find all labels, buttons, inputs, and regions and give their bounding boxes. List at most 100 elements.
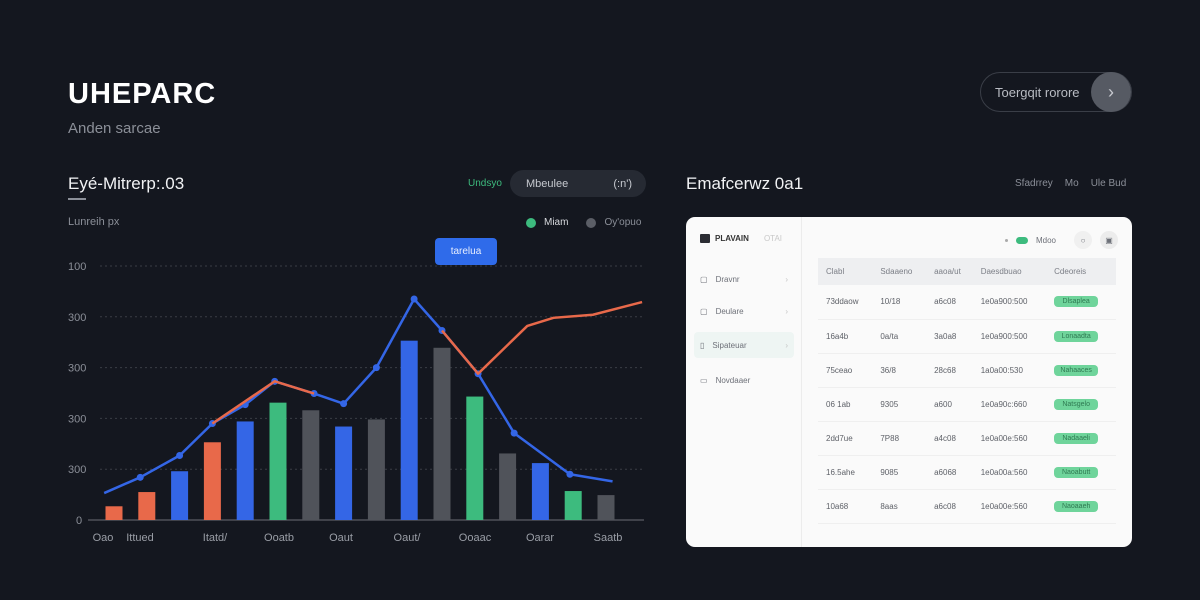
x-tick-label: Oaut xyxy=(329,532,353,544)
chart-legend: Miam Oy'opuo xyxy=(526,217,641,228)
table-cell: 28c68 xyxy=(926,353,973,388)
column-header[interactable]: Sdaaeno xyxy=(872,258,927,285)
bar[interactable] xyxy=(302,410,320,520)
bar[interactable] xyxy=(105,506,123,520)
link-summary[interactable]: Sfadrrey xyxy=(1015,178,1053,189)
line-point[interactable] xyxy=(340,400,348,408)
x-tick-label: Ittued xyxy=(126,532,154,544)
bar[interactable] xyxy=(203,442,221,520)
line-point[interactable] xyxy=(372,364,380,372)
status-badge: Dlsaplea xyxy=(1054,296,1099,308)
x-tick-label: Saatb xyxy=(594,532,623,544)
column-header[interactable]: Clabl xyxy=(818,258,873,285)
toggle-switch[interactable] xyxy=(1015,236,1028,244)
line-point[interactable] xyxy=(510,429,518,437)
app-tag: OTAI xyxy=(763,234,783,243)
brand-logo: UHEPARC xyxy=(68,78,217,110)
chevron-right-icon: › xyxy=(1091,72,1131,112)
cta-button[interactable]: Toergqit rorore › xyxy=(980,72,1132,112)
table-cell: a4c08 xyxy=(926,421,973,456)
sidebar-item[interactable]: ▢ Dravnr › xyxy=(694,266,794,292)
status-cell: Dlsaplea xyxy=(1046,285,1116,320)
table-cell: a6068 xyxy=(926,455,973,490)
table-row[interactable]: 16.5ahe 9085 a6068 1e0a00a:560 Naoabutt xyxy=(818,455,1116,490)
table-cell: 1e0a90c:660 xyxy=(972,387,1047,422)
x-tick-label: Oarar xyxy=(526,532,554,544)
status-cell: Naoaaeh xyxy=(1046,489,1116,524)
bar[interactable] xyxy=(236,421,254,520)
dropdown-suffix: (:n') xyxy=(613,177,632,190)
chevron-right-icon: › xyxy=(785,274,788,284)
combo-chart: 0 300 300 300 300 100 Oao Ittued Itatd/Ooatb Oaut… xyxy=(68,261,644,544)
filter-label: Undsyo xyxy=(468,178,502,189)
section-links: Sfadrrey Mo Ule Bud xyxy=(1015,178,1126,189)
bar[interactable] xyxy=(499,453,517,520)
column-header[interactable]: Daesdbuao xyxy=(972,258,1047,285)
card-toolbar: Mdoo ○ ▣ xyxy=(1004,231,1118,249)
chart-title: Eyé-Mitrerp:.03 xyxy=(68,174,185,193)
bar[interactable] xyxy=(335,426,353,520)
table-row[interactable]: 73ddaow 10/18 a6c08 1e0a900:500 Dlsaplea xyxy=(818,285,1116,320)
table-row[interactable]: 75ceao 36/8 28c68 1a0a00:530 Nahaaces xyxy=(818,353,1116,388)
bar[interactable] xyxy=(269,402,287,520)
y-tick-label: 300 xyxy=(68,312,86,324)
status-cell: Nahaaces xyxy=(1046,353,1116,388)
table-cell: 73ddaow xyxy=(818,285,873,320)
title-underline xyxy=(68,198,86,200)
calendar-icon[interactable]: ▣ xyxy=(1100,231,1118,249)
table-cell: 2dd7ue xyxy=(818,421,873,456)
bar[interactable] xyxy=(564,491,582,520)
table-row[interactable]: 06 1ab 9305 a600 1e0a90c:660 Natsgelo xyxy=(818,387,1116,422)
table-row[interactable]: 2dd7ue 7P88 a4c08 1e0a00e:560 Nadaaeli xyxy=(818,421,1116,456)
series-line xyxy=(211,380,315,425)
table-cell: 1e0a00e:560 xyxy=(972,489,1047,524)
bar[interactable] xyxy=(367,419,385,520)
bar[interactable] xyxy=(466,396,484,520)
line-point[interactable] xyxy=(176,451,184,459)
chart-tooltip-button[interactable]: tarelua xyxy=(435,238,497,265)
legend-dot-gray xyxy=(586,217,597,228)
link-mo[interactable]: Mo xyxy=(1064,178,1079,189)
line-point[interactable] xyxy=(136,473,144,481)
table-row[interactable]: 16a4b 0a/ta 3a0a8 1e0a900:500 Lonaadta xyxy=(818,319,1116,354)
bar[interactable] xyxy=(400,340,418,520)
dropdown-value: Mbeulee xyxy=(526,177,569,190)
cta-label: Toergqit rorore xyxy=(995,84,1080,100)
y-tick-label: 100 xyxy=(68,261,86,273)
table-header-row: Clabl Sdaaeno aaoa/ut Daesdbuao Cdeoreis xyxy=(818,258,1116,285)
bar[interactable] xyxy=(531,463,549,520)
series-line xyxy=(441,300,643,375)
bar[interactable] xyxy=(433,347,451,520)
item-icon: ▭ xyxy=(700,375,708,385)
link-view[interactable]: Ule Bud xyxy=(1090,178,1127,189)
status-cell: Nadaaeli xyxy=(1046,421,1116,456)
table-section-title: Emafcerwz 0a1 xyxy=(686,174,804,193)
sidebar-item[interactable]: ▭ Novdaaer xyxy=(694,367,794,393)
data-table: Clabl Sdaaeno aaoa/ut Daesdbuao Cdeoreis 73d… xyxy=(818,258,1116,524)
line-point[interactable] xyxy=(410,295,418,303)
card-sidebar: PLAVAIN OTAI ▢ Dravnr › ▢ Deulare › ▯ Sipateu… xyxy=(686,217,802,547)
sidebar-item-label: Deulare xyxy=(715,306,744,316)
column-header[interactable]: Cdeoreis xyxy=(1046,258,1116,285)
x-tick-label: Itatd/ xyxy=(203,532,228,544)
app-logo-icon xyxy=(700,234,710,243)
sidebar-item[interactable]: ▢ Deulare › xyxy=(694,298,794,324)
line-point[interactable] xyxy=(566,470,574,478)
status-label: Mdoo xyxy=(1035,235,1056,245)
sidebar-item-active[interactable]: ▯ Sipateuar › xyxy=(694,332,794,358)
y-tick-label: 300 xyxy=(68,413,86,425)
item-icon: ▢ xyxy=(700,306,708,316)
legend-label: Oy'opuo xyxy=(604,217,642,228)
bar[interactable] xyxy=(171,471,189,520)
table-row[interactable]: 10a68 8aas a6c08 1e0a00e:560 Naoaaeh xyxy=(818,489,1116,524)
chart-caption: Lunreih px xyxy=(68,216,120,228)
bar[interactable] xyxy=(597,495,615,520)
table-cell: 1e0a00e:560 xyxy=(972,421,1047,456)
bell-icon[interactable]: ○ xyxy=(1074,231,1092,249)
period-dropdown[interactable]: Mbeulee (:n') xyxy=(510,170,646,197)
app-name: PLAVAIN xyxy=(715,234,749,243)
table-cell: 3a0a8 xyxy=(926,319,973,354)
y-tick-label: 0 xyxy=(76,515,82,527)
column-header[interactable]: aaoa/ut xyxy=(926,258,973,285)
bar[interactable] xyxy=(138,492,156,520)
